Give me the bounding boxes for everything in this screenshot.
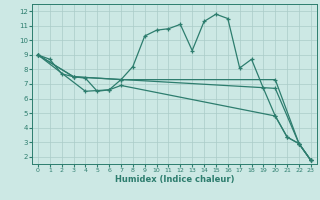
X-axis label: Humidex (Indice chaleur): Humidex (Indice chaleur) [115, 175, 234, 184]
